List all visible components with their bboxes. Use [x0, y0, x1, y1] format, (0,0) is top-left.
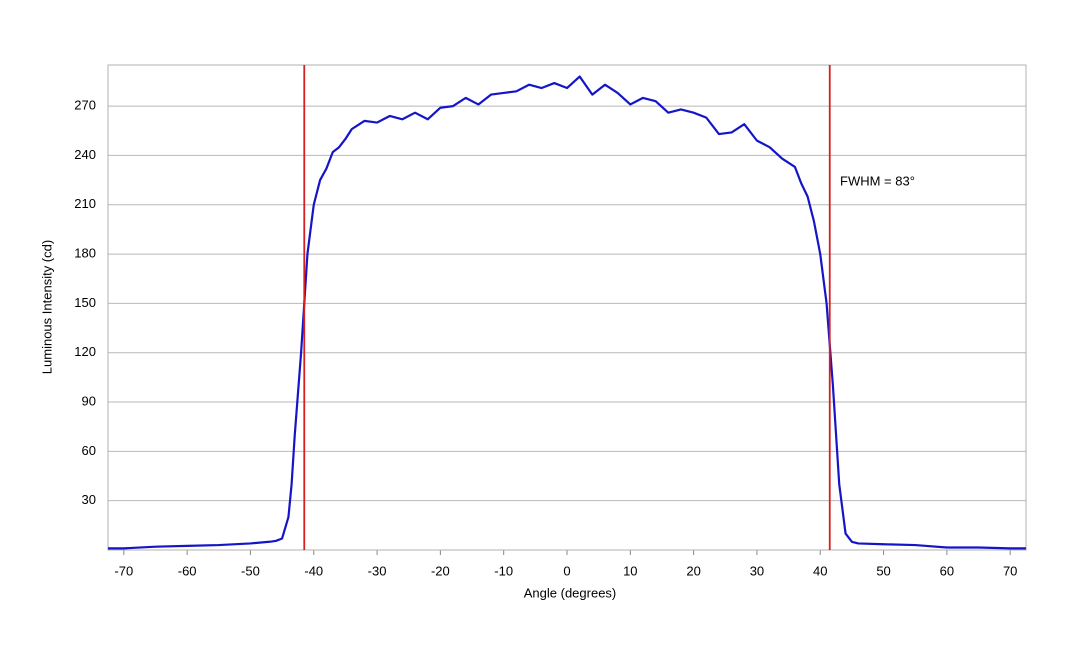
x-tick-label: -60: [178, 563, 197, 578]
x-tick-label: -10: [494, 563, 513, 578]
x-tick-label: 0: [563, 563, 570, 578]
y-tick-label: 180: [74, 246, 96, 261]
data-line: [108, 75, 1026, 550]
x-axis-label: Angle (degrees): [524, 585, 617, 600]
y-axis-label: Luminous Intensity (cd): [39, 240, 54, 374]
x-tick-label: 50: [876, 563, 890, 578]
x-tick-label: 10: [623, 563, 637, 578]
y-tick-label: 60: [82, 443, 96, 458]
y-tick-label: 30: [82, 492, 96, 507]
plot-area: [107, 64, 1027, 551]
y-tick-label: 210: [74, 196, 96, 211]
y-tick-label: 120: [74, 344, 96, 359]
x-tick-label: -50: [241, 563, 260, 578]
x-tick-label: 70: [1003, 563, 1017, 578]
x-tick-label: -30: [368, 563, 387, 578]
x-tick-label: -70: [114, 563, 133, 578]
y-tick-label: 270: [74, 98, 96, 113]
y-tick-label: 90: [82, 393, 96, 408]
x-tick-label: 30: [750, 563, 764, 578]
y-tick-label: 150: [74, 295, 96, 310]
y-tick-label: 240: [74, 147, 96, 162]
x-tick-label: -40: [304, 563, 323, 578]
x-tick-label: -20: [431, 563, 450, 578]
annotation: FWHM = 83°: [840, 173, 915, 188]
x-tick-label: 20: [686, 563, 700, 578]
x-tick-label: 40: [813, 563, 827, 578]
x-tick-label: 60: [940, 563, 954, 578]
